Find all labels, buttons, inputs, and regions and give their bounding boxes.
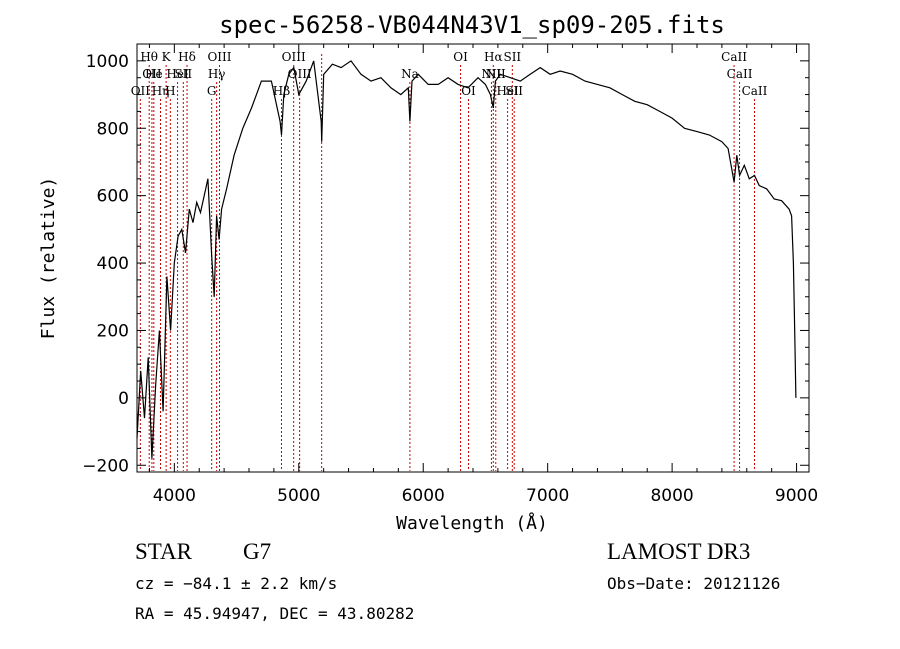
- y-tick-label: 200: [97, 321, 129, 341]
- y-tick-label: 0: [118, 389, 129, 409]
- x-axis-ticks: 4000 5000 6000 7000 8000 9000: [148, 44, 818, 506]
- emission-line-markers: [139, 54, 755, 471]
- y-tick-label: 1000: [86, 52, 129, 72]
- observation-date: Obs−Date: 20121126: [607, 574, 781, 593]
- line-marker-label: SII: [174, 67, 192, 81]
- x-tick-label: 6000: [402, 486, 445, 506]
- line-marker-label: OII: [131, 84, 151, 98]
- plot-frame: [136, 43, 810, 473]
- x-tick-label: 9000: [775, 486, 818, 506]
- line-marker-label: OIII: [207, 50, 231, 64]
- y-tick-label: 800: [97, 119, 129, 139]
- line-marker-label: OI: [453, 50, 468, 64]
- object-type: STAR: [135, 539, 192, 564]
- line-marker-label: CaII: [742, 84, 768, 98]
- line-marker-label: K: [162, 50, 172, 64]
- line-marker-label: Hβ: [273, 84, 290, 98]
- line-marker-label: OIII: [282, 50, 306, 64]
- y-tick-label: 600: [97, 187, 129, 207]
- line-marker-label: Hθ: [140, 50, 158, 64]
- line-marker-label: He: [145, 67, 163, 81]
- flux-series-line: [136, 60, 797, 459]
- line-marker-label: Hγ: [208, 67, 226, 81]
- line-marker-label: OII: [142, 67, 162, 81]
- line-marker-label: CaII: [721, 50, 747, 64]
- line-marker-label: NII: [486, 67, 506, 81]
- line-marker-label: OI: [461, 84, 476, 98]
- y-tick-label: 400: [97, 254, 129, 274]
- spectral-subclass: G7: [243, 539, 272, 564]
- line-marker-label: CaII: [727, 67, 753, 81]
- x-tick-label: 4000: [153, 486, 196, 506]
- redshift-velocity: cz = −84.1 ± 2.2 km/s: [135, 574, 338, 593]
- line-marker-label: HeI: [166, 67, 189, 81]
- x-axis-label: Wavelength (Å): [396, 512, 548, 534]
- line-marker-label: SII: [505, 84, 523, 98]
- y-tick-label: −200: [82, 456, 129, 476]
- line-marker-label: G: [207, 84, 217, 98]
- line-marker-label: H: [165, 84, 175, 98]
- x-tick-label: 8000: [650, 486, 693, 506]
- line-marker-label: NII: [481, 67, 501, 81]
- line-marker-label: OIII: [288, 67, 312, 81]
- survey-name: LAMOST DR3: [607, 539, 751, 564]
- x-tick-label: 7000: [526, 486, 569, 506]
- x-tick-label: 5000: [277, 486, 320, 506]
- line-marker-label: Na: [401, 67, 419, 81]
- line-marker-label: SII: [503, 50, 521, 64]
- y-axis-ticks: −200 0 200 400 600 800 1000: [82, 52, 809, 476]
- line-marker-label: Hδ: [178, 50, 196, 64]
- line-marker-label: Hα: [484, 50, 503, 64]
- line-marker-label: HeI: [496, 84, 519, 98]
- ra-dec-coordinates: RA = 45.94947, DEC = 43.80282: [135, 604, 415, 623]
- y-axis-label: Flux (relative): [38, 177, 59, 340]
- chart-title: spec-56258-VB044N43V1_sp09-205.fits: [219, 11, 725, 39]
- line-marker-label: Hη: [152, 84, 170, 98]
